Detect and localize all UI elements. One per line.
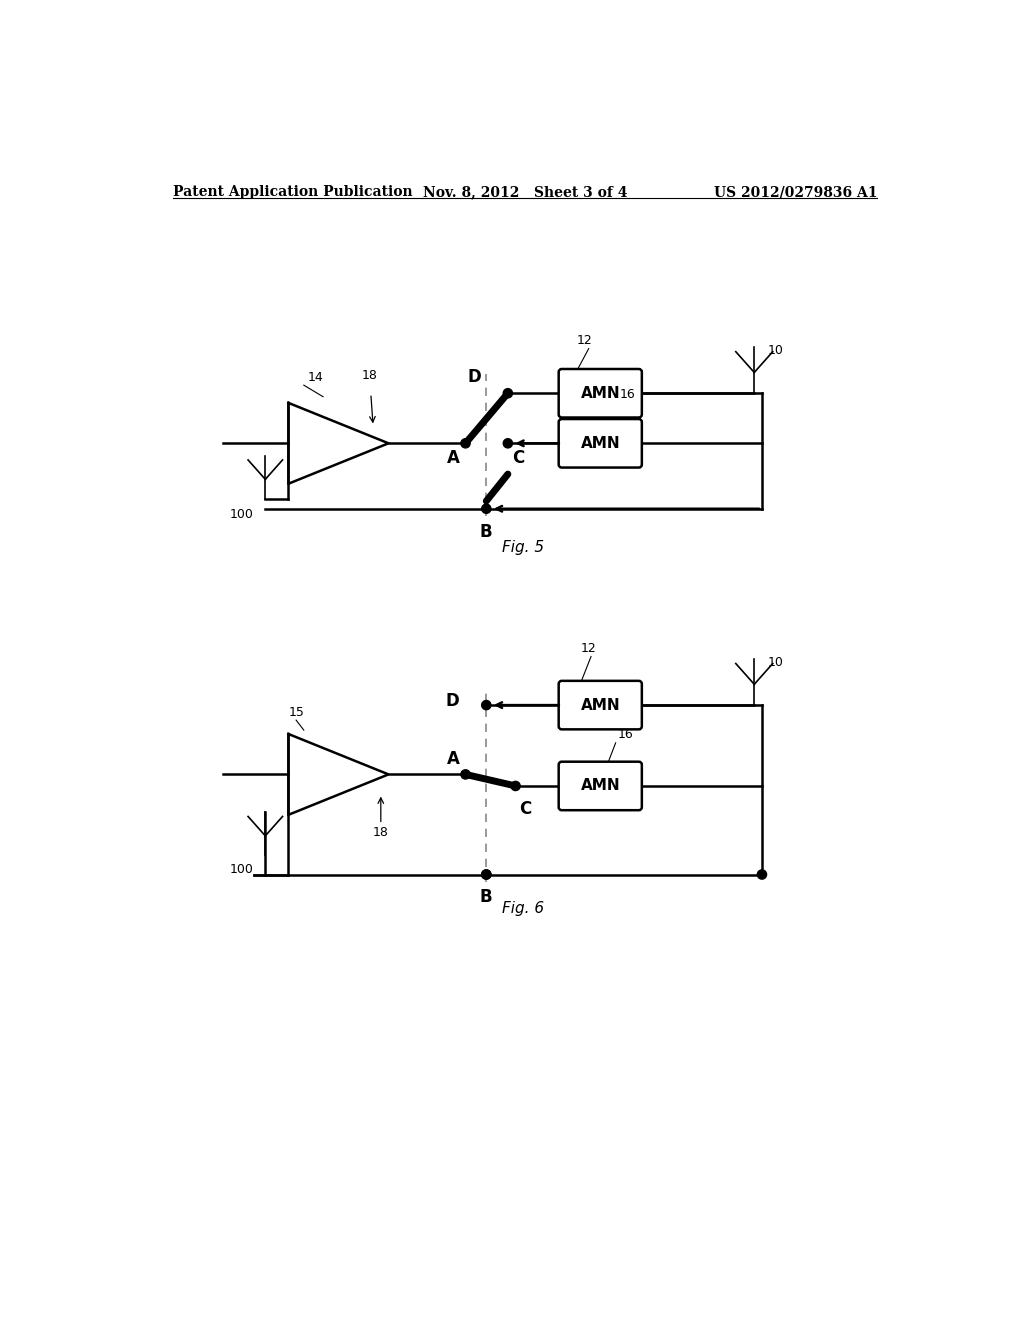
Text: AMN: AMN: [581, 779, 621, 793]
Circle shape: [503, 438, 512, 447]
Text: A: A: [446, 449, 460, 467]
Text: 16: 16: [617, 729, 633, 742]
Text: A: A: [446, 750, 460, 768]
Text: D: D: [445, 692, 460, 710]
Text: B: B: [480, 523, 493, 541]
Text: 18: 18: [361, 368, 378, 381]
Text: C: C: [512, 449, 524, 467]
Circle shape: [503, 388, 512, 397]
FancyBboxPatch shape: [559, 370, 642, 417]
Text: 10: 10: [768, 345, 784, 358]
Text: 100: 100: [229, 863, 254, 876]
Text: Patent Application Publication: Patent Application Publication: [173, 185, 413, 199]
FancyBboxPatch shape: [559, 418, 642, 467]
Circle shape: [481, 870, 490, 879]
Text: 18: 18: [373, 825, 389, 838]
Circle shape: [461, 770, 470, 779]
Text: Fig. 6: Fig. 6: [502, 902, 545, 916]
Text: B: B: [480, 888, 493, 907]
FancyBboxPatch shape: [559, 762, 642, 810]
Text: AMN: AMN: [581, 436, 621, 451]
Circle shape: [511, 781, 520, 791]
Text: C: C: [519, 800, 531, 818]
Text: 14: 14: [307, 371, 324, 384]
Text: 15: 15: [288, 706, 304, 718]
Text: 10: 10: [768, 656, 784, 669]
FancyBboxPatch shape: [559, 681, 642, 730]
Text: US 2012/0279836 A1: US 2012/0279836 A1: [714, 185, 878, 199]
Text: AMN: AMN: [581, 697, 621, 713]
Circle shape: [481, 504, 490, 513]
Text: 12: 12: [577, 334, 593, 347]
Text: 12: 12: [581, 642, 597, 655]
Circle shape: [481, 870, 490, 879]
Text: Fig. 5: Fig. 5: [502, 540, 545, 554]
Text: 16: 16: [620, 388, 635, 401]
Text: AMN: AMN: [581, 385, 621, 401]
Text: D: D: [467, 367, 481, 385]
Text: 100: 100: [229, 508, 254, 521]
Circle shape: [758, 870, 767, 879]
Text: Nov. 8, 2012   Sheet 3 of 4: Nov. 8, 2012 Sheet 3 of 4: [423, 185, 627, 199]
Circle shape: [461, 438, 470, 447]
Circle shape: [481, 701, 490, 710]
